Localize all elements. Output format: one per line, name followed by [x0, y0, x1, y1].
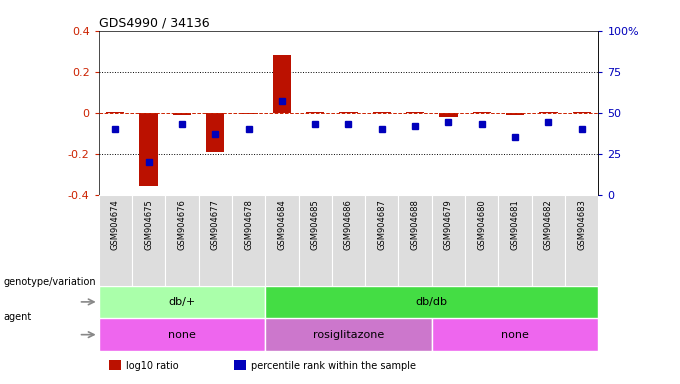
Bar	[432, 195, 465, 286]
Bar	[432, 318, 598, 351]
Text: none: none	[501, 329, 529, 340]
Text: agent: agent	[3, 312, 32, 322]
Bar	[439, 113, 458, 117]
Text: GSM904675: GSM904675	[144, 199, 153, 250]
Bar	[539, 112, 558, 113]
Text: GSM904679: GSM904679	[444, 199, 453, 250]
Bar	[206, 113, 224, 152]
Text: GSM904676: GSM904676	[177, 199, 186, 250]
Text: GSM904683: GSM904683	[577, 199, 586, 250]
Text: GSM904686: GSM904686	[344, 199, 353, 250]
Bar	[498, 195, 532, 286]
Text: GSM904682: GSM904682	[544, 199, 553, 250]
Bar	[332, 195, 365, 286]
Bar	[306, 112, 324, 113]
Bar	[173, 113, 191, 115]
Text: GSM904678: GSM904678	[244, 199, 253, 250]
Text: GSM904688: GSM904688	[411, 199, 420, 250]
Text: percentile rank within the sample: percentile rank within the sample	[251, 361, 416, 371]
Text: GSM904674: GSM904674	[111, 199, 120, 250]
Bar	[165, 195, 199, 286]
Bar	[398, 195, 432, 286]
Bar	[232, 195, 265, 286]
Text: none: none	[168, 329, 196, 340]
Bar	[273, 55, 291, 113]
Bar	[265, 286, 598, 318]
Bar	[506, 113, 524, 115]
Bar	[299, 195, 332, 286]
Bar	[132, 195, 165, 286]
Text: GSM904687: GSM904687	[377, 199, 386, 250]
Bar	[233, 360, 246, 370]
Bar	[99, 286, 265, 318]
Bar	[265, 195, 299, 286]
Bar	[239, 113, 258, 114]
Bar	[465, 195, 498, 286]
Text: GSM904685: GSM904685	[311, 199, 320, 250]
Bar	[265, 318, 432, 351]
Text: db/+: db/+	[168, 297, 196, 307]
Text: genotype/variation: genotype/variation	[3, 277, 96, 287]
Bar	[106, 112, 124, 113]
Text: rosiglitazone: rosiglitazone	[313, 329, 384, 340]
Bar	[139, 113, 158, 186]
Bar	[373, 112, 391, 113]
Bar	[99, 195, 132, 286]
Bar	[473, 112, 491, 113]
Text: GSM904684: GSM904684	[277, 199, 286, 250]
Text: GSM904677: GSM904677	[211, 199, 220, 250]
Bar	[199, 195, 232, 286]
Bar	[109, 360, 121, 370]
Bar	[532, 195, 565, 286]
Bar	[339, 112, 358, 113]
Bar	[406, 112, 424, 113]
Text: GSM904681: GSM904681	[511, 199, 520, 250]
Text: GDS4990 / 34136: GDS4990 / 34136	[99, 17, 209, 30]
Text: db/db: db/db	[415, 297, 448, 307]
Text: log10 ratio: log10 ratio	[126, 361, 179, 371]
Bar	[99, 318, 265, 351]
Bar	[573, 112, 591, 113]
Bar	[365, 195, 398, 286]
Bar	[565, 195, 598, 286]
Text: GSM904680: GSM904680	[477, 199, 486, 250]
